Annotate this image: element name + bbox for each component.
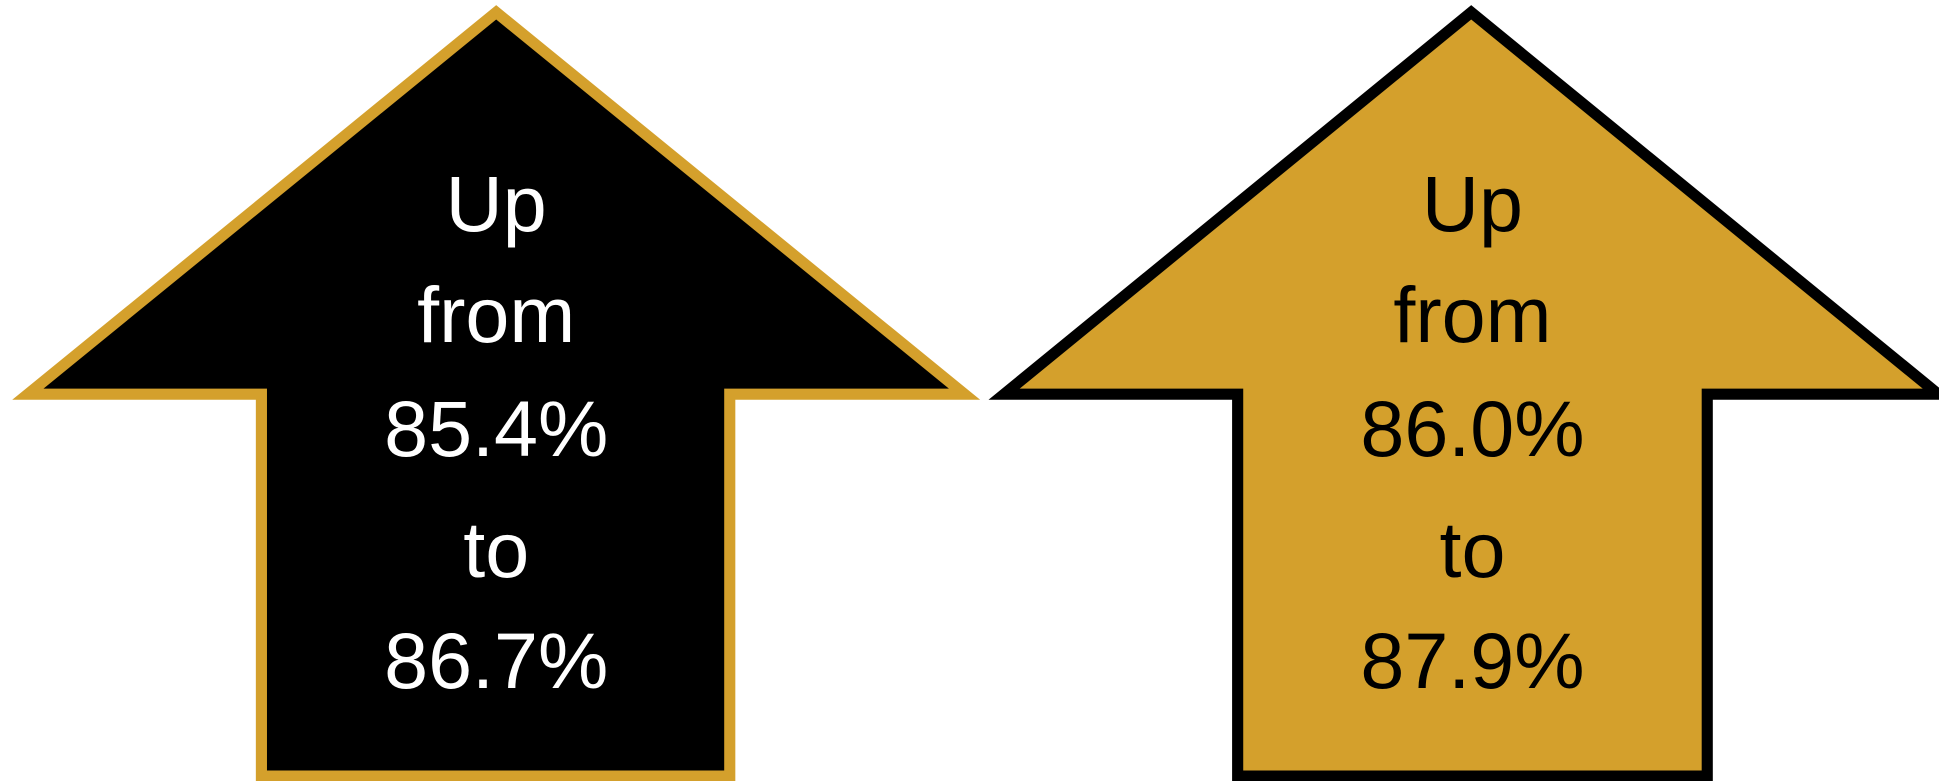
arrow-text: to: [1439, 505, 1505, 594]
arrow-text: Up: [1422, 159, 1523, 248]
arrow-text: from: [1393, 270, 1551, 359]
arrow-text: to: [463, 505, 529, 594]
arrow-right: Up from 86.0% to 87.9%: [988, 5, 1939, 781]
arrow-text: 86.7%: [384, 616, 608, 705]
arrow-shape: [988, 5, 1939, 781]
arrow-text: from: [417, 270, 575, 359]
arrow-text: Up: [446, 159, 547, 248]
arrow-left: Up from 85.4% to 86.7%: [12, 5, 981, 781]
arrow-text: 85.4%: [384, 384, 608, 473]
arrow-text: 87.9%: [1360, 616, 1584, 705]
arrow-shape: [12, 5, 981, 781]
arrow-text: 86.0%: [1360, 384, 1584, 473]
